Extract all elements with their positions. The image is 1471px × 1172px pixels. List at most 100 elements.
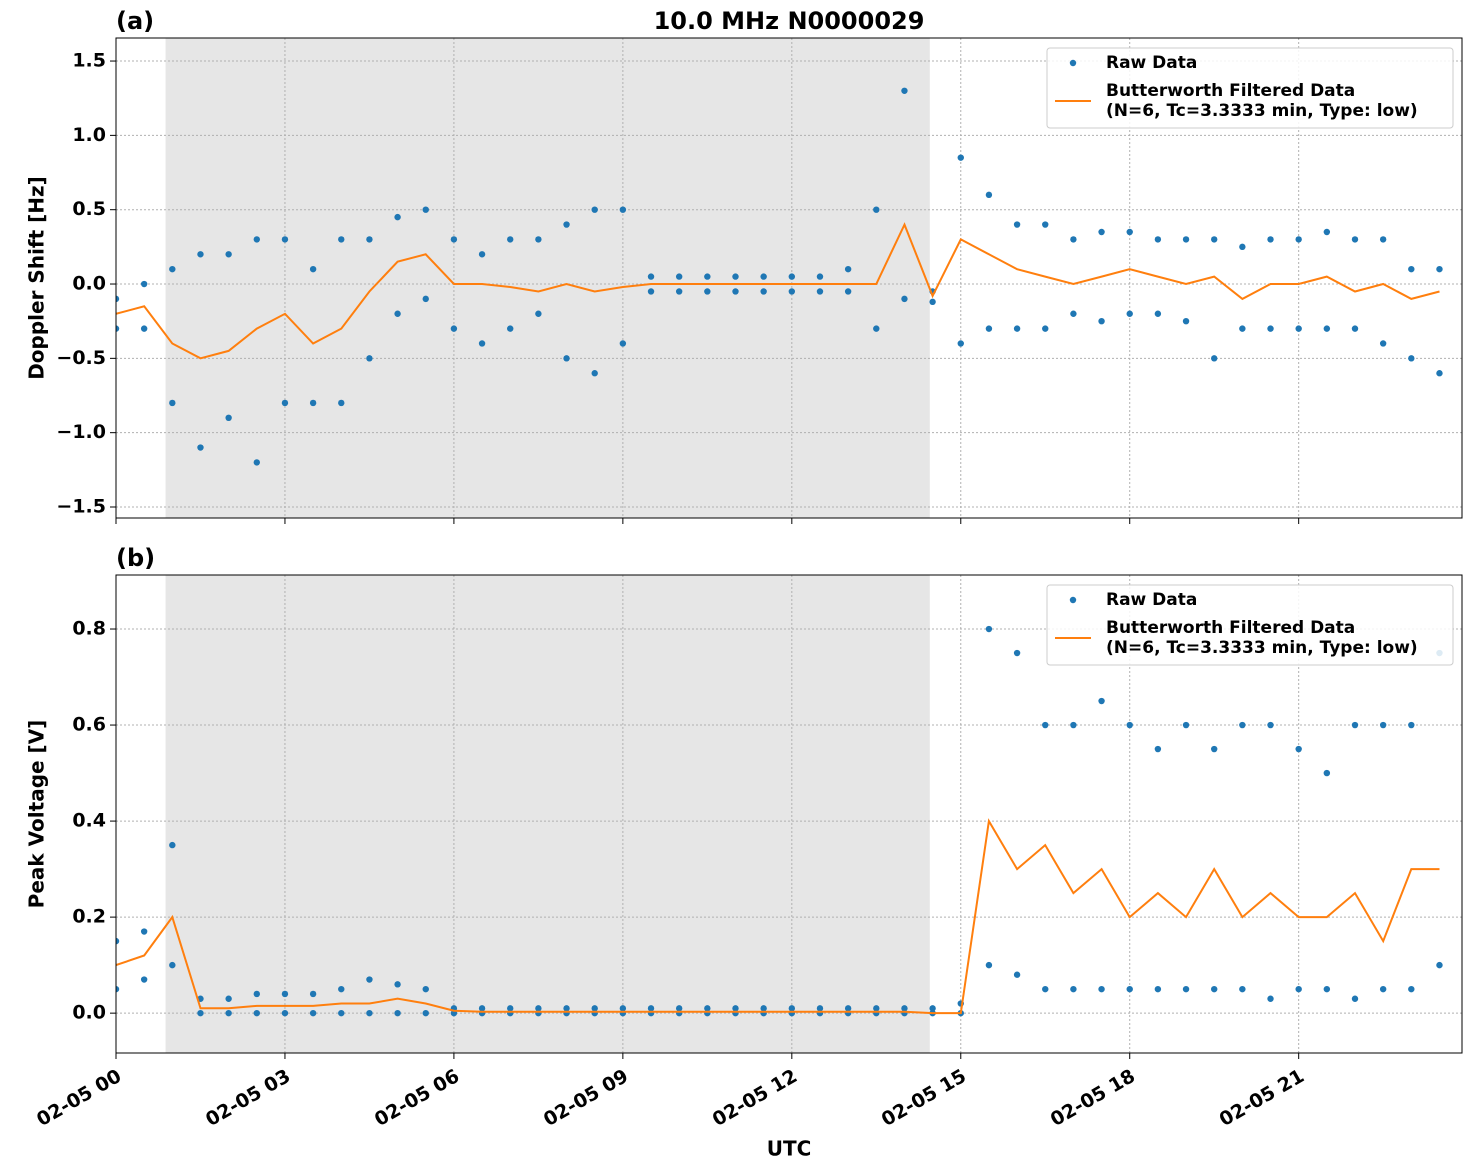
raw-point (816, 1005, 824, 1012)
plot-area (116, 625, 1443, 1017)
raw-point (281, 990, 289, 998)
raw-point (1182, 317, 1190, 325)
raw-point (1013, 649, 1021, 657)
raw-point (309, 990, 317, 998)
raw-point (788, 273, 796, 280)
raw-point (1211, 355, 1218, 362)
raw-point (1070, 236, 1077, 243)
raw-point (1295, 325, 1302, 332)
raw-point (1239, 243, 1246, 251)
raw-point (844, 265, 852, 273)
raw-point (1408, 985, 1415, 993)
raw-point (1013, 325, 1021, 332)
raw-point (116, 937, 120, 945)
raw-point (1267, 236, 1274, 243)
raw-point (225, 414, 232, 422)
raw-point (535, 310, 542, 317)
raw-point (394, 213, 401, 221)
raw-point (619, 340, 627, 347)
raw-point (197, 444, 204, 451)
raw-point (338, 985, 345, 993)
raw-point (619, 206, 627, 213)
raw-point (450, 236, 458, 243)
raw-point (281, 236, 289, 243)
raw-point (591, 206, 598, 213)
raw-point (1182, 236, 1190, 243)
raw-point (309, 265, 317, 273)
raw-point (422, 206, 429, 213)
raw-point (253, 236, 260, 243)
raw-point (1126, 228, 1133, 236)
raw-point (394, 310, 401, 317)
raw-point (1042, 721, 1049, 729)
raw-point (929, 298, 936, 306)
raw-point (1239, 985, 1246, 993)
raw-point (140, 325, 148, 332)
raw-point (366, 1009, 373, 1017)
raw-point (732, 273, 739, 280)
raw-point (1351, 325, 1359, 332)
raw-point (563, 221, 570, 228)
raw-point (1379, 340, 1387, 347)
raw-point (732, 1005, 739, 1012)
raw-point (844, 288, 852, 295)
raw-point (281, 399, 289, 407)
legend-label: Butterworth Filtered Data (1106, 618, 1355, 638)
raw-point (140, 976, 148, 983)
raw-point (929, 1005, 936, 1012)
raw-point (116, 985, 120, 993)
raw-point (1211, 745, 1218, 753)
y-tick-label: −1.0 (56, 421, 106, 443)
raw-point (1182, 721, 1190, 729)
raw-point (394, 1009, 401, 1017)
y-tick-label: 1.0 (72, 124, 106, 146)
raw-point (422, 1009, 429, 1017)
y-tick-label: −1.5 (56, 495, 106, 517)
legend-box (1046, 584, 1454, 666)
x-tick-label: 02-05 03 (202, 1065, 294, 1131)
raw-point (873, 1005, 880, 1012)
raw-point (1323, 769, 1331, 777)
raw-point (197, 251, 204, 258)
raw-point (450, 325, 458, 332)
y-tick-label: −0.5 (56, 347, 106, 369)
raw-point (309, 1009, 317, 1017)
raw-point (675, 288, 683, 295)
raw-point (1042, 221, 1049, 228)
raw-point (1351, 995, 1359, 1002)
raw-point (1323, 985, 1331, 993)
legend-marker (1069, 596, 1077, 604)
raw-point (140, 280, 148, 288)
raw-point (1267, 995, 1274, 1002)
shaded-span (165, 575, 930, 1053)
raw-point (1351, 721, 1359, 729)
raw-point (1295, 236, 1302, 243)
raw-point (957, 340, 964, 347)
raw-point (1267, 721, 1274, 729)
x-axis-label: UTC (767, 1137, 812, 1161)
raw-point (366, 236, 373, 243)
raw-point (873, 206, 880, 213)
chart-title: 10.0 MHz N0000029 (654, 7, 925, 35)
raw-point (1182, 985, 1190, 993)
raw-point (394, 981, 401, 988)
raw-point (591, 370, 598, 377)
raw-point (957, 154, 964, 161)
filtered-line (116, 222, 1440, 360)
raw-point (1379, 236, 1387, 243)
raw-point (788, 288, 796, 295)
raw-point (1351, 236, 1359, 243)
raw-point (1295, 985, 1302, 993)
x-tick-label: 02-05 15 (878, 1065, 970, 1131)
raw-point (1154, 985, 1162, 993)
raw-point (1013, 221, 1021, 228)
legend-label: Raw Data (1106, 590, 1197, 610)
axes-frame (115, 37, 1463, 519)
raw-point (1042, 985, 1049, 993)
raw-point (478, 1005, 486, 1012)
raw-point (1295, 745, 1302, 753)
raw-point (507, 1005, 514, 1012)
raw-point (647, 288, 655, 295)
raw-point (169, 841, 176, 849)
